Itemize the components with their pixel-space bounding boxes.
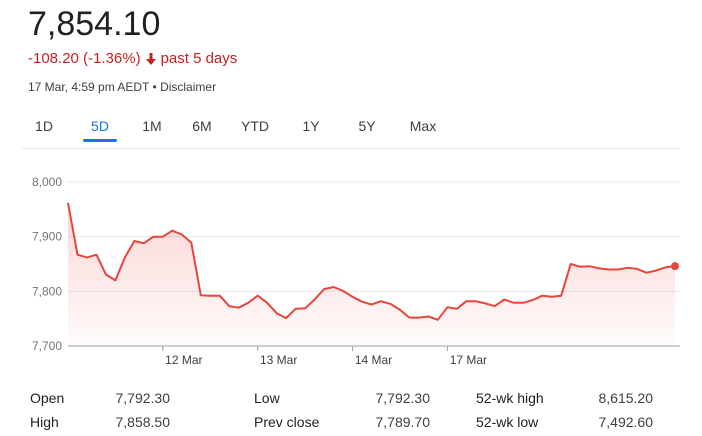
price-change: -108.20 (-1.36%) <box>28 50 141 67</box>
stat-prev-close-label: Prev close <box>254 414 320 430</box>
current-price: 7,854.10 <box>28 5 161 43</box>
stat-open-value: 7,792.30 <box>115 390 171 406</box>
tab-max[interactable]: Max <box>409 118 437 134</box>
tab-1y[interactable]: 1Y <box>302 118 320 134</box>
tab-5d[interactable]: 5D <box>83 112 117 142</box>
separator-dot: • <box>152 80 157 94</box>
x-tick-label: 13 Mar <box>260 353 297 367</box>
stat-52wk-low-value: 7,492.60 <box>598 414 654 430</box>
tab-6m[interactable]: 6M <box>192 118 212 134</box>
x-tick-label: 12 Mar <box>165 353 202 367</box>
timestamp-row: 17 Mar, 4:59 pm AEDT • Disclaimer <box>28 80 216 94</box>
y-tick-label: 7,800 <box>32 284 62 298</box>
stat-52wk-low-label: 52-wk low <box>476 414 539 430</box>
range-tabs: 1D 5D 1M 6M YTD 1Y 5Y Max <box>22 112 445 142</box>
change-period: past 5 days <box>160 50 238 67</box>
arrow-down-icon <box>145 52 156 65</box>
price-change-row: -108.20 (-1.36%) past 5 days <box>28 50 237 67</box>
price-area <box>68 202 675 346</box>
stat-52wk-high-value: 8,615.20 <box>598 390 654 406</box>
tabs-divider <box>22 148 680 149</box>
tab-5y[interactable]: 5Y <box>358 118 376 134</box>
price-line <box>67 202 676 321</box>
stat-high-value: 7,858.50 <box>115 414 171 430</box>
tab-1d[interactable]: 1D <box>35 118 53 134</box>
x-tick-label: 14 Mar <box>355 353 392 367</box>
stat-high-label: High <box>30 414 59 430</box>
disclaimer-link[interactable]: Disclaimer <box>160 80 217 94</box>
stat-prev-close-value: 7,789.70 <box>375 414 431 430</box>
y-tick-label: 8,000 <box>32 175 62 189</box>
last-price-dot <box>671 262 679 271</box>
tab-ytd[interactable]: YTD <box>241 118 269 134</box>
y-tick-label: 7,700 <box>32 339 62 353</box>
x-tick-label: 17 Mar <box>450 353 487 367</box>
stat-low-label: Low <box>254 390 280 406</box>
timestamp: 17 Mar, 4:59 pm AEDT <box>28 80 150 94</box>
price-chart[interactable]: 8,000 7,900 7,800 7,700 12 Mar 13 Mar 14 Mar 17… <box>0 160 702 372</box>
stat-52wk-high-label: 52-wk high <box>476 390 544 406</box>
stat-open-label: Open <box>30 390 65 406</box>
tab-1m[interactable]: 1M <box>142 118 162 134</box>
y-tick-label: 7,900 <box>32 230 62 244</box>
stat-low-value: 7,792.30 <box>375 390 431 406</box>
